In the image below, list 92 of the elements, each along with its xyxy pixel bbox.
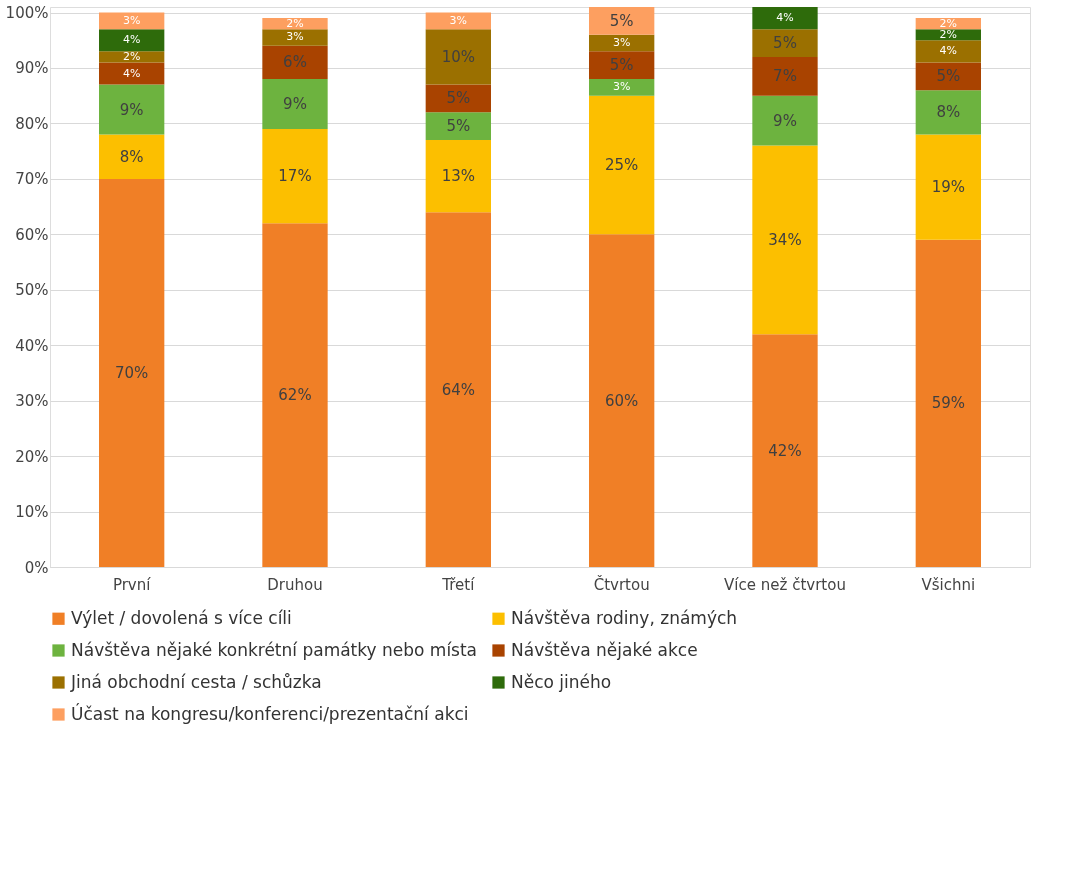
bar <box>262 79 328 129</box>
bar <box>262 223 328 567</box>
bar <box>589 79 655 96</box>
data-label: 7% <box>773 67 797 86</box>
x-tick-label: Třetí <box>441 575 476 594</box>
x-tick-label: Čtvrtou <box>593 574 650 594</box>
legend-label: Návštěva rodiny, známých <box>511 607 738 628</box>
legend-label: Účast na kongresu/konferenci/prezentační akci <box>71 702 469 724</box>
y-tick-label: 40% <box>15 336 49 355</box>
bar <box>915 40 981 63</box>
data-label: 8% <box>119 147 144 166</box>
data-label: 3% <box>286 30 304 44</box>
bar <box>915 62 981 91</box>
data-label: 70% <box>114 363 149 382</box>
data-label: 13% <box>441 167 476 186</box>
y-tick-label: 20% <box>15 447 49 466</box>
bar <box>99 178 165 567</box>
data-label: 3% <box>122 13 141 27</box>
bar <box>752 7 818 30</box>
y-tick-label: 80% <box>15 114 49 133</box>
bar <box>752 56 818 96</box>
legend-label: Návštěva nějaké konkrétní památky nebo místa <box>71 639 478 660</box>
bar <box>915 134 981 240</box>
x-tick-label: Více než čtvrtou <box>724 575 846 594</box>
bar <box>99 134 165 179</box>
data-label: 9% <box>283 95 307 114</box>
y-tick-label: 90% <box>15 59 49 78</box>
bar <box>425 29 491 85</box>
bar <box>262 45 328 80</box>
data-label: 9% <box>773 111 797 130</box>
bar <box>589 234 655 567</box>
bar <box>425 112 491 141</box>
bar <box>752 29 818 57</box>
data-label: 60% <box>604 391 639 410</box>
data-label: 5% <box>773 34 797 53</box>
data-label: 4% <box>122 33 141 47</box>
y-tick-label: 100% <box>5 4 49 23</box>
bar <box>915 239 981 567</box>
data-label: 3% <box>449 13 468 27</box>
data-label: 5% <box>609 56 634 75</box>
y-tick-label: 50% <box>15 281 49 300</box>
data-label: 5% <box>936 67 961 86</box>
data-label: 2% <box>286 16 304 30</box>
data-label: 9% <box>119 100 144 119</box>
legend-label: Jiná obchodní cesta / schůzka <box>70 671 322 692</box>
data-label: 34% <box>768 230 802 249</box>
bar <box>915 90 981 135</box>
data-label: 5% <box>446 117 471 136</box>
bar <box>589 95 655 235</box>
data-label: 62% <box>278 386 312 405</box>
data-label: 6% <box>283 53 307 72</box>
legend-label: Návštěva nějaké akce <box>511 639 698 660</box>
bar <box>425 212 491 567</box>
legend-label: Něco jiného <box>511 671 612 692</box>
legend-label: Výlet / dovolená s více cíli <box>71 607 292 628</box>
data-label: 19% <box>931 178 966 197</box>
y-tick-label: 0% <box>24 558 49 577</box>
data-label: 3% <box>612 80 631 94</box>
data-label: 8% <box>936 103 961 122</box>
x-tick-label: První <box>112 575 152 594</box>
x-tick-label: Všichni <box>921 575 976 594</box>
data-label: 5% <box>446 89 471 108</box>
data-label: 5% <box>609 11 634 30</box>
bar <box>99 29 165 52</box>
y-tick-label: 30% <box>15 392 49 411</box>
bar <box>99 62 165 85</box>
data-label: 42% <box>768 441 802 460</box>
data-label: 4% <box>939 44 958 58</box>
data-label: 10% <box>441 47 476 66</box>
data-label: 2% <box>939 27 958 41</box>
data-label: 25% <box>604 156 639 175</box>
data-label: 64% <box>441 380 476 399</box>
data-label: 3% <box>612 36 631 50</box>
data-label: 4% <box>122 66 141 80</box>
data-label: 59% <box>931 394 966 413</box>
bar <box>752 145 818 335</box>
y-tick-label: 60% <box>15 225 49 244</box>
y-tick-label: 70% <box>15 170 49 189</box>
bar <box>752 95 818 146</box>
data-label: 4% <box>776 11 794 25</box>
bar <box>589 51 655 80</box>
bar <box>589 7 655 35</box>
x-tick-label: Druhou <box>267 575 323 594</box>
bar <box>752 334 818 567</box>
bar <box>262 128 328 224</box>
y-tick-label: 10% <box>15 503 49 522</box>
bar <box>425 140 491 213</box>
data-label: 17% <box>278 167 312 186</box>
data-label: 2% <box>122 49 141 63</box>
bar <box>262 29 328 46</box>
data-label: 2% <box>939 16 958 30</box>
bar <box>99 84 165 135</box>
